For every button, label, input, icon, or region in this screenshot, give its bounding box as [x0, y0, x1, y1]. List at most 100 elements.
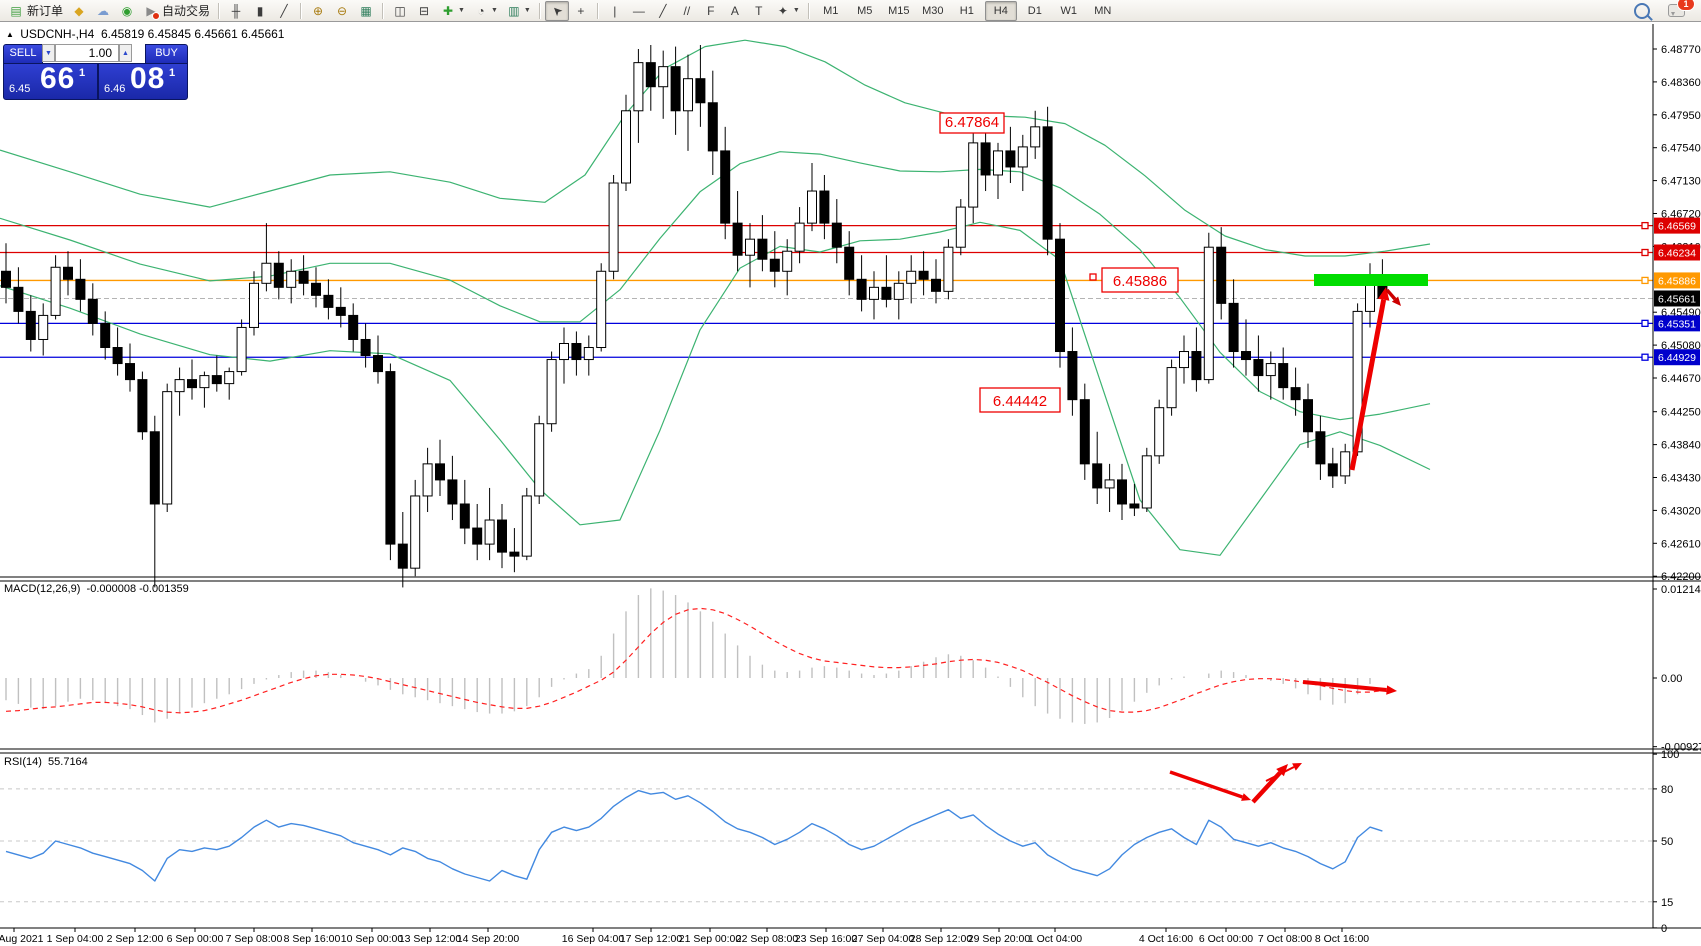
svg-text:6.44250: 6.44250 — [1661, 407, 1701, 419]
svg-text:29 Sep 20:00: 29 Sep 20:00 — [968, 933, 1031, 945]
svg-text:16 Sep 04:00: 16 Sep 04:00 — [562, 933, 625, 945]
fibonacci-tool[interactable]: F — [699, 1, 723, 21]
svg-text:6.43840: 6.43840 — [1661, 440, 1701, 452]
profiles-icon: ◔ — [477, 3, 485, 18]
macd-name: MACD(12,26,9) — [4, 583, 81, 595]
symbol-marker-icon: ▲ — [6, 30, 14, 39]
svg-text:13 Sep 12:00: 13 Sep 12:00 — [399, 933, 462, 945]
tab-timeframe-mn[interactable]: MN — [1094, 4, 1112, 17]
vertical-line-icon: | — [613, 3, 617, 18]
lot-size-input[interactable]: 1.00 — [55, 44, 119, 62]
tile-windows-icon-icon: ▦ — [360, 3, 372, 18]
chevron-down-icon: ▼ — [792, 7, 800, 14]
highlight-rectangle[interactable] — [1314, 274, 1428, 286]
tab-timeframe-m15[interactable]: M15 — [888, 4, 910, 17]
text-icon: A — [730, 3, 739, 18]
svg-text:6.45080: 6.45080 — [1661, 340, 1701, 352]
search-button[interactable] — [1630, 1, 1654, 21]
svg-text:6.47130: 6.47130 — [1661, 176, 1701, 188]
candles-layer — [1, 44, 1388, 588]
macd-pane-label: MACD(12,26,9) -0.000008 -0.001359 — [4, 583, 189, 595]
community-icon[interactable]: ☁ — [91, 1, 115, 21]
sell-price-button[interactable]: 6.45 66 1 — [3, 62, 98, 100]
tab-timeframe-h4[interactable]: H4 — [984, 0, 1017, 21]
svg-text:2 Sep 12:00: 2 Sep 12:00 — [107, 933, 164, 945]
rsi-gridlines — [0, 788, 1653, 903]
text-tool[interactable]: A — [723, 1, 747, 21]
notifications-button[interactable]: 1 — [1664, 0, 1695, 21]
indicators-button[interactable]: ▥ ▼ — [502, 1, 535, 21]
shapes-tool[interactable]: ✦ ▼ — [771, 1, 804, 21]
zoom-out-icon[interactable]: ⊖ — [330, 1, 354, 21]
buy-price-button[interactable]: 6.46 08 1 — [98, 62, 188, 100]
arrange-windows-icon[interactable]: ◫ — [388, 1, 412, 21]
horizontal-line-tool[interactable]: — — [627, 1, 651, 21]
profiles-button[interactable]: ◔ ▼ — [469, 1, 502, 21]
svg-text:6.46569: 6.46569 — [1658, 221, 1696, 233]
crosshair-icon: + — [577, 3, 585, 18]
quotes-icon[interactable]: ◆ — [67, 1, 91, 21]
svg-text:14 Sep 20:00: 14 Sep 20:00 — [457, 933, 520, 945]
label-tool[interactable]: T — [747, 1, 771, 21]
lot-increase-button[interactable]: ▲ — [119, 44, 132, 62]
svg-text:6.47540: 6.47540 — [1661, 143, 1701, 155]
tab-timeframe-m1[interactable]: M1 — [823, 4, 839, 17]
tab-timeframe-h1[interactable]: H1 — [959, 4, 974, 17]
buy-button[interactable]: BUY — [145, 44, 188, 64]
new-chart-button[interactable]: ✚ ▼ — [436, 1, 469, 21]
svg-text:6.44670: 6.44670 — [1661, 373, 1701, 385]
candlestick-chart-icon[interactable]: ▮ — [248, 1, 272, 21]
toolbar-separator — [300, 2, 303, 19]
svg-text:6.44929: 6.44929 — [1658, 352, 1696, 364]
equidistant-channel-tool[interactable]: // — [675, 1, 699, 21]
tab-timeframe-m5[interactable]: M5 — [857, 4, 873, 17]
line-chart-icon[interactable]: ╱ — [272, 1, 296, 21]
price-annotations[interactable]: 6.47864 6.45886 6.44442 — [939, 112, 1179, 413]
svg-text:6.47950: 6.47950 — [1661, 110, 1701, 122]
shapes-icon: ✦ — [777, 3, 788, 18]
new-chart-icon: ✚ — [443, 3, 454, 18]
svg-text:6.48360: 6.48360 — [1661, 77, 1701, 89]
tab-timeframe-m30[interactable]: M30 — [922, 4, 944, 17]
crosshair-tool[interactable]: + — [569, 1, 593, 21]
svg-text:6.45886: 6.45886 — [1658, 275, 1696, 287]
svg-text:6.45351: 6.45351 — [1658, 318, 1696, 330]
arrange-windows-icon-icon: ◫ — [394, 3, 406, 18]
price-axis[interactable]: 6.48770 6.48360 6.47950 6.47540 6.47130 6.467… — [1641, 44, 1701, 583]
new-order-button-label: 新订单 — [27, 4, 64, 18]
tile-windows-icon[interactable]: ▦ — [354, 1, 378, 21]
svg-text:22 Sep 08:00: 22 Sep 08:00 — [736, 933, 799, 945]
trendline-icon: ╱ — [659, 3, 667, 18]
svg-text:6.46720: 6.46720 — [1661, 209, 1701, 221]
one-click-trade-panel: SELL ▼ 1.00 ▲ BUY 6.45 66 1 6.46 08 1 — [3, 44, 188, 100]
lot-decrease-button[interactable]: ▼ — [42, 44, 55, 62]
tab-timeframe-w1[interactable]: W1 — [1060, 4, 1078, 17]
cursor-icon: ➤ — [548, 1, 566, 20]
trendline-tool[interactable]: ╱ — [651, 1, 675, 21]
signal-icon[interactable]: ◉ — [115, 1, 139, 21]
zoom-in-icon[interactable]: ⊕ — [306, 1, 330, 21]
vertical-line-tool[interactable]: | — [603, 1, 627, 21]
macd-signal-line — [5, 607, 1383, 714]
drawn-arrows[interactable] — [1169, 287, 1401, 804]
cascade-windows-icon[interactable]: ⊟ — [412, 1, 436, 21]
new-order-button[interactable]: ▤ 新订单 — [4, 1, 67, 21]
svg-text:17 Sep 12:00: 17 Sep 12:00 — [620, 933, 683, 945]
svg-text:8 Oct 16:00: 8 Oct 16:00 — [1315, 933, 1369, 945]
fibonacci-icon: F — [707, 3, 715, 18]
cascade-windows-icon-icon: ⊟ — [419, 3, 430, 18]
sell-button[interactable]: SELL — [3, 44, 43, 64]
bar-chart-icon[interactable]: ╫ — [224, 1, 248, 21]
search-icon — [1634, 2, 1650, 19]
macd-axis: 0.012148 0.00 -0.00927 — [1653, 584, 1701, 754]
tab-timeframe-d1[interactable]: D1 — [1027, 4, 1042, 17]
autotrade-button[interactable]: ▶ 自动交易 — [139, 1, 214, 21]
rsi-value: 55.7164 — [48, 756, 88, 768]
cursor-tool[interactable]: ➤ — [544, 0, 569, 21]
line-chart-icon-icon: ╱ — [280, 3, 288, 18]
toolbar-separator — [218, 2, 221, 19]
svg-text:23 Sep 16:00: 23 Sep 16:00 — [795, 933, 858, 945]
